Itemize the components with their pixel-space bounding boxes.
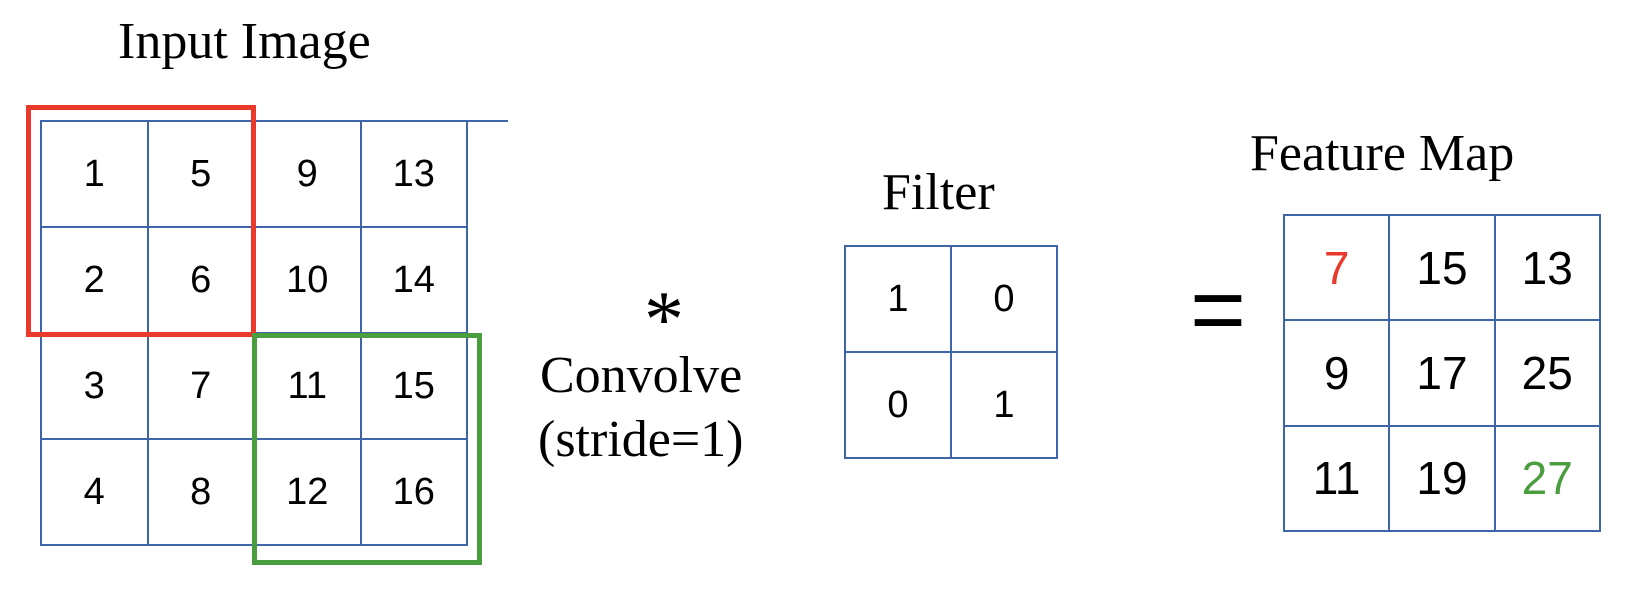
input-cell: 11 <box>255 334 362 440</box>
convolve-operator-symbol: * <box>644 276 684 364</box>
feature-cell: 25 <box>1495 321 1601 427</box>
equals-sign: = <box>1190 256 1247 363</box>
input-cell: 8 <box>148 440 255 546</box>
filter-cell: 0 <box>952 247 1058 353</box>
input-cell: 1 <box>42 122 149 228</box>
feature-cell: 15 <box>1390 216 1496 322</box>
filter-grid: 1 0 0 1 <box>844 245 1058 459</box>
input-cell: 16 <box>361 440 468 546</box>
convolve-label: Convolve <box>540 347 743 404</box>
feature-cell: 13 <box>1495 216 1601 322</box>
input-cell: 13 <box>361 122 468 228</box>
feature-map-title: Feature Map <box>1250 125 1515 182</box>
first-window-highlight <box>26 105 256 337</box>
filter-cell: 0 <box>846 353 952 459</box>
input-cell: 15 <box>361 334 468 440</box>
input-cell: 9 <box>255 122 362 228</box>
feature-cell-highlight-red: 7 <box>1285 216 1391 322</box>
feature-cell: 17 <box>1390 321 1496 427</box>
input-cell: 12 <box>255 440 362 546</box>
feature-map-grid: 7 15 13 9 17 25 11 19 27 <box>1283 214 1601 532</box>
input-image-title: Input Image <box>118 13 371 70</box>
feature-cell: 11 <box>1285 426 1391 532</box>
feature-cell-highlight-green: 27 <box>1495 426 1601 532</box>
filter-title: Filter <box>882 164 995 221</box>
input-cell: 4 <box>42 440 149 546</box>
input-cell: 14 <box>361 228 468 334</box>
filter-cell: 1 <box>846 247 952 353</box>
stride-label: (stride=1) <box>538 411 744 468</box>
feature-cell: 19 <box>1390 426 1496 532</box>
last-window-highlight <box>252 333 482 565</box>
input-cell: 7 <box>148 334 255 440</box>
input-cell: 3 <box>42 334 149 440</box>
feature-cell: 9 <box>1285 321 1391 427</box>
input-cell: 10 <box>255 228 362 334</box>
filter-cell: 1 <box>952 353 1058 459</box>
